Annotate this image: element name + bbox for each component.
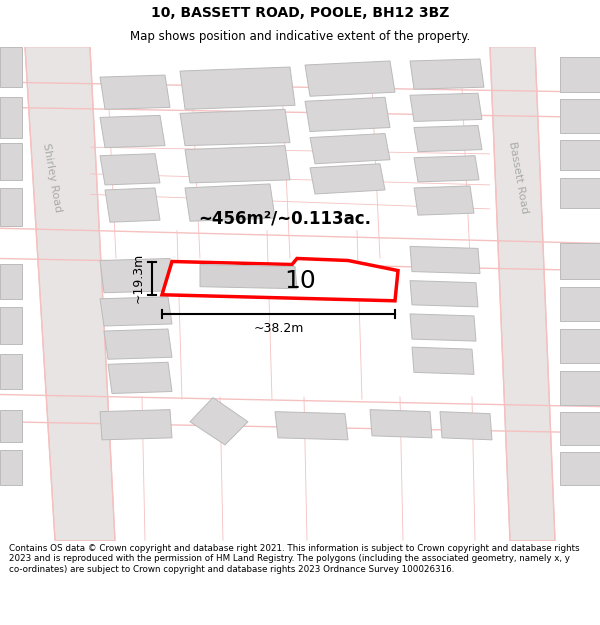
Text: ~19.3m: ~19.3m [131,253,145,303]
Polygon shape [200,264,297,289]
Text: Map shows position and indicative extent of the property.: Map shows position and indicative extent… [130,30,470,43]
Polygon shape [560,139,600,170]
Polygon shape [162,259,398,301]
Text: 10: 10 [284,269,316,292]
Polygon shape [100,75,170,109]
Polygon shape [0,450,22,485]
Polygon shape [100,297,172,326]
Text: Contains OS data © Crown copyright and database right 2021. This information is : Contains OS data © Crown copyright and d… [9,544,580,574]
Polygon shape [410,93,482,121]
Polygon shape [310,134,390,164]
Polygon shape [0,47,22,87]
Polygon shape [108,362,172,394]
Polygon shape [0,188,22,226]
Polygon shape [414,126,482,152]
Polygon shape [100,409,172,440]
Polygon shape [414,156,479,182]
Polygon shape [370,409,432,438]
Polygon shape [180,67,295,109]
Polygon shape [410,281,478,307]
Polygon shape [0,354,22,389]
Polygon shape [104,329,172,359]
Polygon shape [490,47,555,541]
Polygon shape [100,154,160,185]
Polygon shape [0,409,22,442]
Polygon shape [185,146,290,183]
Polygon shape [180,109,290,146]
Polygon shape [560,412,600,445]
Polygon shape [560,371,600,404]
Polygon shape [560,452,600,485]
Text: ~456m²/~0.113ac.: ~456m²/~0.113ac. [199,209,371,227]
Text: ~38.2m: ~38.2m [253,321,304,334]
Polygon shape [275,412,348,440]
Polygon shape [560,99,600,132]
Polygon shape [105,188,160,222]
Polygon shape [190,398,248,445]
Polygon shape [0,264,22,299]
Polygon shape [310,164,385,194]
Polygon shape [412,347,474,374]
Polygon shape [440,412,492,440]
Polygon shape [0,142,22,180]
Text: 10, BASSETT ROAD, POOLE, BH12 3BZ: 10, BASSETT ROAD, POOLE, BH12 3BZ [151,6,449,20]
Text: Shirley Road: Shirley Road [41,142,63,213]
Polygon shape [100,259,174,292]
Polygon shape [560,243,600,279]
Text: Bassett Road: Bassett Road [507,141,529,215]
Polygon shape [185,184,275,221]
Polygon shape [560,329,600,363]
Polygon shape [560,57,600,92]
Polygon shape [305,61,395,96]
Polygon shape [0,98,22,138]
Polygon shape [100,116,165,148]
Polygon shape [410,59,484,89]
Polygon shape [414,186,474,215]
Polygon shape [0,307,22,344]
Polygon shape [560,178,600,208]
Polygon shape [410,246,480,274]
Polygon shape [560,287,600,321]
Polygon shape [25,47,115,541]
Polygon shape [410,314,476,341]
Polygon shape [305,98,390,131]
